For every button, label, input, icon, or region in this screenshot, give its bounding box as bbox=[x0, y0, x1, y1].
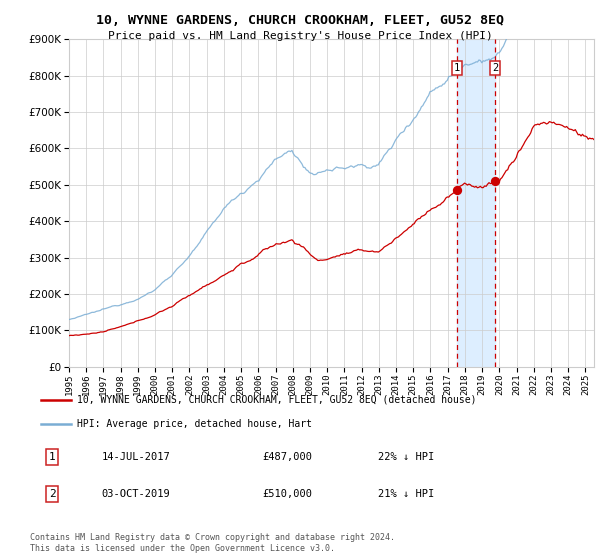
Bar bbox=[457, 39, 495, 367]
Text: 14-JUL-2017: 14-JUL-2017 bbox=[102, 452, 170, 462]
Text: 03-OCT-2019: 03-OCT-2019 bbox=[102, 489, 170, 499]
Point bbox=[452, 185, 462, 194]
Text: HPI: Average price, detached house, Hart: HPI: Average price, detached house, Hart bbox=[77, 418, 312, 428]
Text: 21% ↓ HPI: 21% ↓ HPI bbox=[378, 489, 434, 499]
Text: £510,000: £510,000 bbox=[262, 489, 312, 499]
Point bbox=[490, 177, 500, 186]
Text: 2: 2 bbox=[492, 63, 498, 73]
Text: 1: 1 bbox=[49, 452, 55, 462]
Text: 10, WYNNE GARDENS, CHURCH CROOKHAM, FLEET, GU52 8EQ (detached house): 10, WYNNE GARDENS, CHURCH CROOKHAM, FLEE… bbox=[77, 395, 476, 405]
Text: 2: 2 bbox=[49, 489, 55, 499]
Text: Price paid vs. HM Land Registry's House Price Index (HPI): Price paid vs. HM Land Registry's House … bbox=[107, 31, 493, 41]
Text: 22% ↓ HPI: 22% ↓ HPI bbox=[378, 452, 434, 462]
Text: Contains HM Land Registry data © Crown copyright and database right 2024.
This d: Contains HM Land Registry data © Crown c… bbox=[30, 533, 395, 553]
Text: 1: 1 bbox=[454, 63, 460, 73]
Text: 10, WYNNE GARDENS, CHURCH CROOKHAM, FLEET, GU52 8EQ: 10, WYNNE GARDENS, CHURCH CROOKHAM, FLEE… bbox=[96, 14, 504, 27]
Text: £487,000: £487,000 bbox=[262, 452, 312, 462]
